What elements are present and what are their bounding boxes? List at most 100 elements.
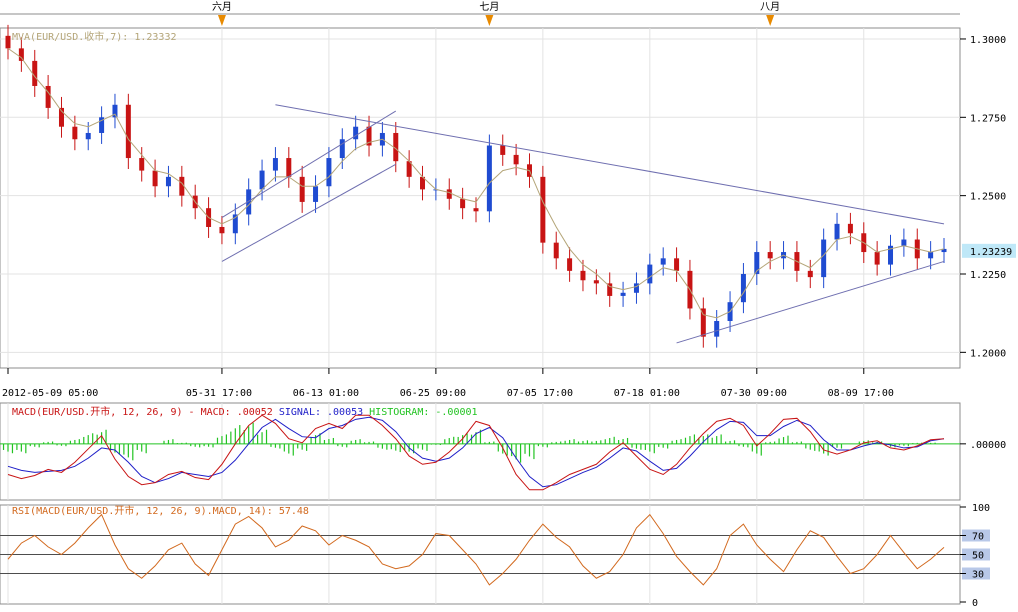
trendline [221,163,397,262]
candle-body [473,208,479,212]
month-marker-icon [766,15,775,26]
candle-body [500,145,506,155]
candle-body [607,283,613,296]
candle-body [620,292,626,296]
candle-body [112,104,118,118]
candle-body [286,158,292,177]
rsi-tick-label: 30 [972,570,984,581]
macd-title: MACD(EUR/USD.开市, 12, 26, 9) - MACD: .000… [12,405,478,418]
rsi-tick-label: 100 [972,503,990,514]
candle-body [32,60,38,86]
price-panel [0,27,961,369]
histogram-title-part: HISTOGRAM: -.00001 [369,407,477,418]
candle-body [45,85,51,108]
x-axis-label: 07-30 09:00 [721,388,787,399]
x-axis-label: 08-09 17:00 [828,388,894,399]
candle-body [754,252,760,274]
candle-body [406,161,412,177]
candle-body [125,104,131,159]
candle-body [567,258,573,271]
trendline [275,104,945,225]
price-tick-label: 1.3000 [970,35,1006,46]
candle-body [874,252,880,265]
price-tick-label: 1.2500 [970,192,1006,203]
macd-title-part: MACD(EUR/USD.开市, 12, 26, 9) - MACD: .000… [12,405,279,418]
signal-line [7,416,945,488]
month-label: 六月 [212,1,232,13]
price-tick-label: 1.2000 [970,348,1006,359]
rsi-level-tag [962,548,990,561]
x-axis-label: 07-05 17:00 [507,388,573,399]
candle-body [446,189,452,199]
trendline [676,260,945,344]
candle-body [18,48,24,61]
candle-body [420,176,426,190]
last-price-label: 1.23239 [970,247,1012,258]
candle-body [246,189,252,215]
candle-body [339,139,345,159]
rsi-tick-label: 0 [972,598,978,608]
candle-body [326,158,332,187]
moving-average-line [7,47,945,319]
candle-body [486,145,492,212]
price-tick-label: 1.2750 [970,113,1006,124]
candle-body [152,170,158,187]
x-axis-label: 2012-05-09 05:00 [2,388,98,399]
price-grid: 1.3000 1.2750 1.2500 1.2250 1.2000 [0,28,1006,604]
candle-body [553,242,559,259]
candle-body [353,126,359,140]
candle-body [901,239,907,246]
candle-body [834,223,840,240]
candle-body [299,176,305,202]
candle-body [460,198,466,209]
candle-body [714,320,720,337]
candle-body [272,158,278,171]
candle-body [313,186,319,202]
rsi-level-tag [962,567,990,580]
macd-zero-label: .00000 [970,440,1006,451]
candle-body [674,258,680,271]
candle-body [928,252,934,259]
rsi-level-tag [962,529,990,542]
month-label: 七月 [479,1,499,13]
macd-line [7,414,945,491]
rsi-tick-label: 50 [972,551,984,562]
candle-body [366,126,372,146]
candle-body [72,126,78,140]
candle-body [580,270,586,281]
candle-body [99,117,105,133]
price-tick-label: 1.2250 [970,270,1006,281]
candle-body [700,308,706,337]
candle-body [513,154,519,165]
month-marker-icon [217,15,226,26]
candle-body [740,273,746,303]
x-axis-label: 05-31 17:00 [186,388,252,399]
candle-body [807,270,813,278]
candle-body [941,248,947,253]
month-label: 八月 [760,1,780,13]
price-indicator-title: MVA(EUR/USD.收市,7): 1.23332 [12,30,177,43]
candle-body [139,158,145,171]
x-axis-label: 07-18 01:00 [614,388,680,399]
candle-body [219,226,225,234]
macd-panel [0,402,961,501]
signal-title-part: SIGNAL: .00053 [279,407,369,418]
rsi-tick-label: 70 [972,532,984,543]
candle-body [5,35,11,49]
candle-body [847,223,853,234]
candle-body [593,280,599,284]
x-axis-label: 06-25 09:00 [400,388,466,399]
candle-body [232,214,238,234]
candle-body [821,239,827,278]
candle-body [888,245,894,265]
x-axis-label: 06-13 01:00 [293,388,359,399]
last-price-tag [962,243,1016,258]
candle-body [393,132,399,162]
candle-body [85,132,91,140]
candle-body [660,258,666,265]
candle-body [540,176,546,243]
candle-body [633,283,639,293]
candle-body [647,264,653,284]
